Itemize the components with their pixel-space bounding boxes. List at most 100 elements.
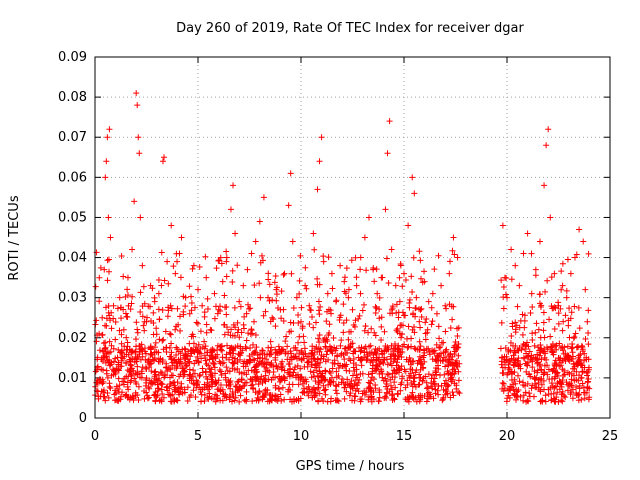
data-point — [320, 337, 327, 344]
data-point — [124, 274, 131, 281]
data-point — [316, 331, 323, 338]
data-point — [201, 391, 208, 398]
data-point — [289, 238, 296, 245]
data-point — [433, 341, 440, 348]
data-point — [411, 324, 418, 331]
data-point — [190, 262, 197, 269]
data-point — [372, 385, 379, 392]
data-point — [556, 363, 563, 370]
data-point — [102, 174, 109, 181]
data-point — [150, 379, 157, 386]
data-point — [196, 349, 203, 356]
data-point — [307, 306, 314, 313]
data-point — [104, 277, 111, 284]
data-point — [363, 267, 370, 274]
data-point — [265, 270, 272, 277]
data-point — [219, 397, 226, 404]
data-point — [226, 396, 233, 403]
data-point — [532, 376, 539, 383]
data-point — [352, 393, 359, 400]
data-point — [215, 306, 222, 313]
data-point — [315, 307, 322, 314]
data-point — [256, 351, 263, 358]
data-point — [92, 283, 99, 290]
data-point — [545, 391, 552, 398]
data-point — [552, 343, 559, 350]
data-point — [155, 349, 162, 356]
data-point — [333, 383, 340, 390]
data-point — [516, 282, 523, 289]
data-point — [352, 376, 359, 383]
data-point — [122, 359, 129, 366]
data-point — [232, 383, 239, 390]
data-point — [514, 347, 521, 354]
data-point — [232, 230, 239, 237]
data-point — [256, 218, 263, 225]
data-point — [547, 333, 554, 340]
data-point — [272, 272, 279, 279]
data-point — [567, 315, 574, 322]
data-point — [433, 357, 440, 364]
data-point — [108, 325, 115, 332]
data-point — [544, 346, 551, 353]
data-point — [542, 288, 549, 295]
data-point — [390, 352, 397, 359]
data-point — [378, 274, 385, 281]
data-point — [446, 359, 453, 366]
data-point — [270, 374, 277, 381]
data-point — [128, 371, 135, 378]
data-point — [541, 369, 548, 376]
data-point — [120, 381, 127, 388]
data-point — [186, 283, 193, 290]
data-point — [247, 376, 254, 383]
data-point — [434, 387, 441, 394]
data-point — [236, 298, 243, 305]
data-point — [260, 194, 267, 201]
data-point — [110, 302, 117, 309]
data-point — [201, 345, 208, 352]
data-point — [569, 386, 576, 393]
data-point — [219, 278, 226, 285]
data-point — [406, 354, 413, 361]
data-point — [562, 358, 569, 365]
data-point — [176, 391, 183, 398]
data-point — [227, 385, 234, 392]
data-point — [175, 348, 182, 355]
data-point — [536, 300, 543, 307]
data-point — [137, 308, 144, 315]
data-point — [211, 290, 218, 297]
data-point — [417, 275, 424, 282]
data-point — [301, 339, 308, 346]
data-point — [150, 320, 157, 327]
data-point — [197, 328, 204, 335]
data-point — [226, 379, 233, 386]
data-point — [324, 338, 331, 345]
y-tick-label: 0.08 — [58, 90, 87, 105]
data-point — [435, 323, 442, 330]
data-point — [447, 394, 454, 401]
data-point — [234, 262, 241, 269]
plot-frame — [94, 56, 611, 419]
data-point — [301, 363, 308, 370]
data-point — [425, 298, 432, 305]
data-point — [563, 294, 570, 301]
data-point — [317, 359, 324, 366]
data-point — [579, 348, 586, 355]
data-point — [433, 310, 440, 317]
data-point — [141, 327, 148, 334]
data-point — [215, 386, 222, 393]
data-point — [259, 257, 266, 264]
data-point — [251, 350, 258, 357]
data-point — [521, 312, 528, 319]
data-point — [174, 379, 181, 386]
data-point — [229, 389, 236, 396]
data-point — [451, 370, 458, 377]
data-point — [219, 354, 226, 361]
data-point — [446, 270, 453, 277]
data-point — [521, 355, 528, 362]
y-tick-label: 0.03 — [58, 291, 87, 306]
data-point — [234, 365, 241, 372]
data-point — [163, 360, 170, 367]
data-point — [406, 304, 413, 311]
